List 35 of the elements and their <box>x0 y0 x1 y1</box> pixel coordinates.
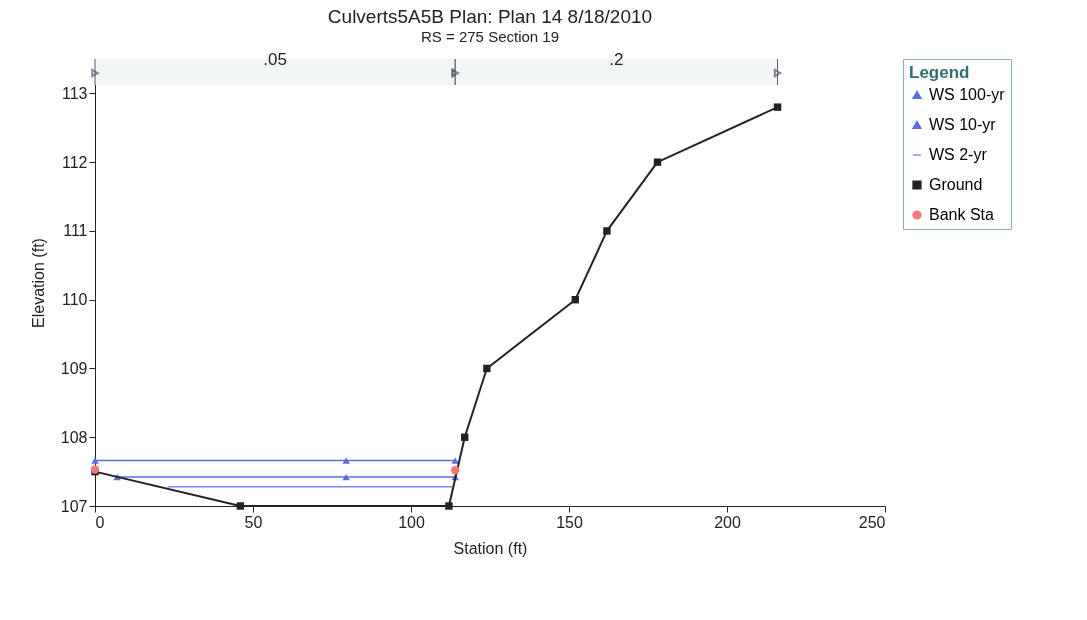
point <box>91 457 99 464</box>
x-axis-title: Station (ft) <box>453 539 528 557</box>
x-tick-label: 150 <box>556 513 583 531</box>
legend-label: WS 10-yr <box>929 116 997 133</box>
band-label: .2 <box>609 50 624 69</box>
point <box>603 227 611 235</box>
x-tick-label: 100 <box>398 513 425 531</box>
legend-label: Bank Sta <box>929 206 995 223</box>
y-tick-label: 108 <box>60 428 88 446</box>
y-axis-title: Elevation (ft) <box>29 238 47 328</box>
point <box>451 466 460 475</box>
y-tick-label: 109 <box>60 359 88 377</box>
x-tick-label: 200 <box>714 513 741 531</box>
x-tick-label: 250 <box>858 513 886 531</box>
chart-title: Culverts5A5B Plan: Plan 14 8/18/2010 <box>327 6 653 27</box>
x-tick-label: 0 <box>95 513 105 531</box>
chart-subtitle: RS = 275 Section 19 <box>420 28 560 45</box>
band-label: .05 <box>263 50 287 69</box>
y-tick-label: 113 <box>61 84 88 102</box>
legend-label: WS 2-yr <box>929 146 988 163</box>
point <box>451 457 459 464</box>
point <box>773 103 782 111</box>
point <box>653 158 662 166</box>
y-tick-label: 112 <box>61 153 88 171</box>
x-tick-label: 50 <box>244 513 263 531</box>
point <box>445 502 453 510</box>
point <box>483 364 491 373</box>
legend-title: Legend <box>909 63 970 82</box>
y-tick-label: 110 <box>61 291 88 309</box>
legend-label: Ground <box>929 176 983 193</box>
point <box>342 457 350 464</box>
y-tick-label: 111 <box>63 222 88 240</box>
legend-label: WS 100-yr <box>929 86 1006 103</box>
point <box>236 502 245 510</box>
y-tick-label: 107 <box>60 497 88 515</box>
